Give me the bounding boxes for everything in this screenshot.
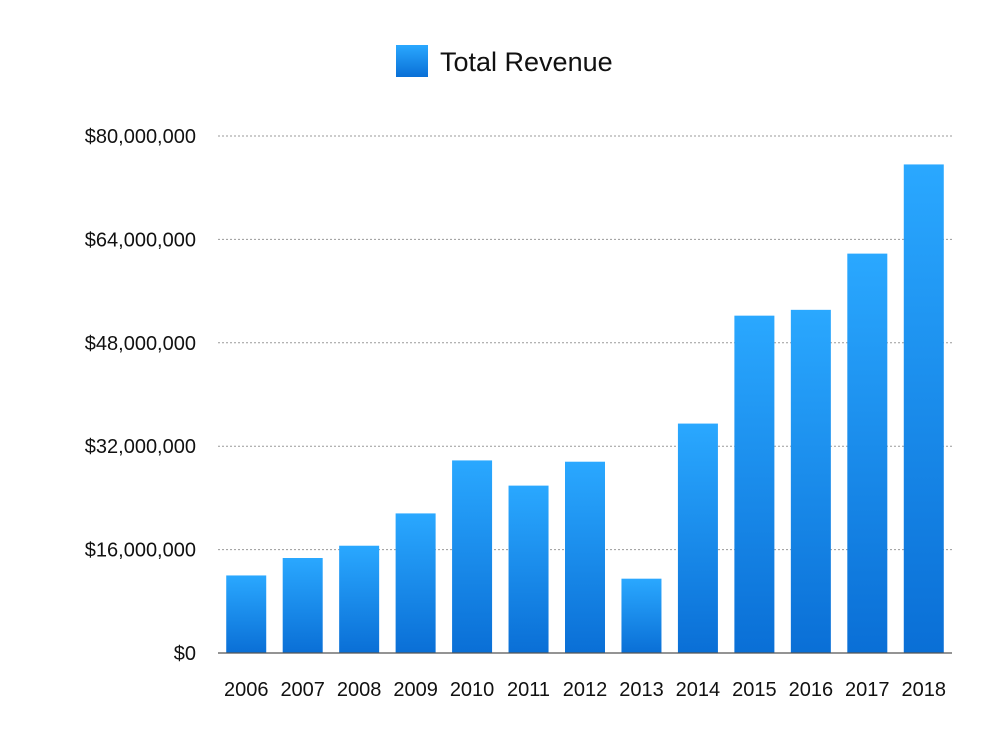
x-tick-label: 2012 — [563, 679, 608, 701]
bar-2006 — [226, 575, 267, 653]
y-axis-ticks: $0 $16,000,000 $32,000,000 $48,000,000 $64,0… — [85, 126, 196, 665]
y-tick-label: $32,000,000 — [85, 436, 196, 458]
x-tick-label: 2007 — [280, 679, 325, 701]
x-tick-label: 2008 — [337, 679, 382, 701]
bar-2010 — [452, 460, 493, 653]
y-tick-label: $16,000,000 — [85, 540, 196, 562]
bars — [226, 164, 944, 653]
bar-2018 — [903, 164, 944, 653]
bar-2011 — [508, 485, 549, 653]
x-tick-label: 2006 — [224, 679, 269, 701]
x-axis-ticks: 2006 2007 2008 2009 2010 2011 2012 2013 2014 2015… — [224, 679, 946, 701]
x-tick-label: 2013 — [619, 679, 664, 701]
bar-2013 — [621, 578, 662, 653]
bar-2014 — [677, 423, 718, 653]
bar-2009 — [395, 513, 436, 653]
bar-2007 — [282, 558, 323, 653]
bar-2016 — [790, 309, 831, 653]
bar-2015 — [734, 315, 775, 653]
x-tick-label: 2017 — [845, 679, 890, 701]
x-tick-label: 2016 — [789, 679, 834, 701]
legend-label: Total Revenue — [440, 47, 613, 77]
bar-2017 — [847, 253, 888, 653]
x-tick-label: 2010 — [450, 679, 495, 701]
legend-swatch — [396, 45, 428, 77]
y-tick-label: $0 — [174, 643, 196, 665]
x-tick-label: 2018 — [902, 679, 947, 701]
x-tick-label: 2014 — [676, 679, 721, 701]
x-tick-label: 2015 — [732, 679, 777, 701]
y-tick-label: $48,000,000 — [85, 333, 196, 355]
bar-2012 — [565, 461, 605, 653]
legend: Total Revenue — [396, 45, 613, 77]
x-tick-label: 2009 — [393, 679, 438, 701]
x-tick-label: 2011 — [507, 679, 550, 701]
bar-2008 — [339, 545, 380, 653]
y-tick-label: $80,000,000 — [85, 126, 196, 148]
y-tick-label: $64,000,000 — [85, 229, 196, 251]
